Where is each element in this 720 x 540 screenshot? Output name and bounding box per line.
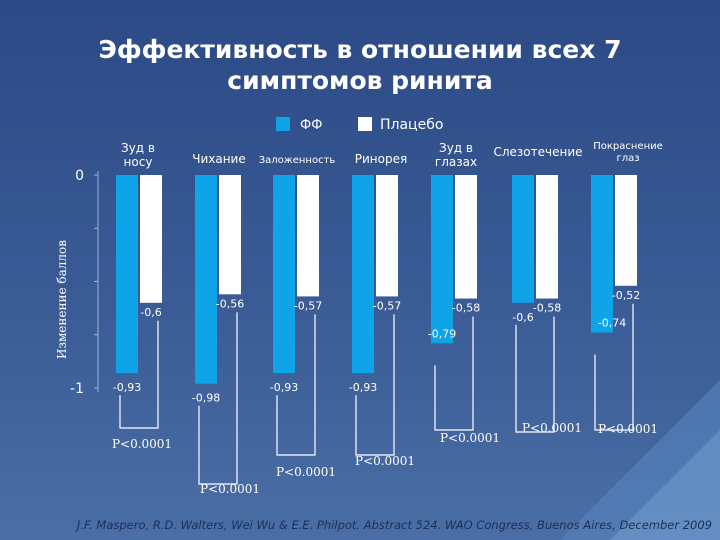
value-label-placebo: -0,57	[294, 299, 322, 312]
p-value-label: P<0.0001	[276, 465, 336, 479]
value-label-ff: -0,93	[270, 381, 298, 394]
value-label-placebo: -0,58	[533, 302, 561, 315]
value-label-ff: -0,6	[512, 311, 533, 324]
bar-placebo	[615, 175, 637, 286]
p-value-label: P<0.0001	[112, 437, 172, 451]
category-label: Заложенность	[259, 155, 336, 166]
significance-bracket	[434, 316, 474, 431]
significance-bracket	[594, 303, 634, 431]
bar-ff	[352, 175, 374, 374]
significance-bracket	[198, 312, 238, 485]
legend-label-ff: ФФ	[300, 118, 322, 133]
corner-decoration	[560, 380, 720, 540]
bar-ff	[431, 175, 453, 344]
bar-placebo	[219, 175, 241, 295]
bar-ff	[116, 175, 138, 374]
y-axis-label: Изменение баллов	[55, 240, 69, 359]
p-value-label: P<0.0001	[522, 421, 582, 435]
y-tick-label: 0	[75, 168, 84, 184]
value-label-placebo: -0,6	[140, 306, 161, 319]
slide-title-line1: Эффективность в отношении всех 7	[98, 35, 622, 64]
legend-swatch-placebo	[358, 117, 372, 131]
category-label: Зуд в носу	[121, 141, 155, 169]
citation: J.F. Maspero, R.D. Walters, Wei Wu & E.E…	[76, 518, 712, 532]
bar-ff	[591, 175, 613, 333]
value-label-placebo: -0,58	[452, 302, 480, 315]
bar-placebo	[140, 175, 162, 303]
p-value-label: P<0.0001	[355, 454, 415, 468]
bar-ff	[512, 175, 534, 303]
p-value-label: P<0.0001	[200, 482, 260, 496]
corner-decoration-inner	[610, 430, 720, 540]
significance-bracket	[119, 320, 159, 429]
p-value-label: P<0.0001	[440, 431, 500, 445]
legend-swatch-ff	[276, 117, 290, 131]
category-label: Покраснение глаз	[593, 141, 663, 164]
slide-title-line2: симптомов ринита	[227, 66, 493, 95]
bar-ff	[273, 175, 295, 374]
p-value-label: P<0.0001	[598, 422, 658, 436]
value-label-ff: -0,98	[192, 392, 220, 405]
category-label: Чихание	[192, 152, 246, 166]
category-label: Слезотечение	[493, 145, 582, 159]
value-label-ff: -0,74	[598, 317, 626, 330]
bar-placebo	[536, 175, 558, 299]
value-label-ff: -0,79	[428, 327, 456, 340]
significance-bracket	[276, 314, 316, 456]
value-label-ff: -0,93	[113, 381, 141, 394]
category-label: Ринорея	[355, 152, 407, 166]
significance-bracket	[355, 314, 395, 456]
value-label-placebo: -0,56	[216, 297, 244, 310]
bar-placebo	[297, 175, 319, 297]
bar-placebo	[455, 175, 477, 299]
bar-ff	[195, 175, 217, 384]
y-tick-label: -1	[70, 381, 84, 397]
significance-bracket	[515, 316, 555, 433]
legend-label-placebo: Плацебо	[380, 117, 443, 133]
category-label: Зуд в глазах	[435, 141, 477, 169]
value-label-placebo: -0,52	[612, 289, 640, 302]
value-label-ff: -0,93	[349, 381, 377, 394]
bar-placebo	[376, 175, 398, 297]
value-label-placebo: -0,57	[373, 299, 401, 312]
